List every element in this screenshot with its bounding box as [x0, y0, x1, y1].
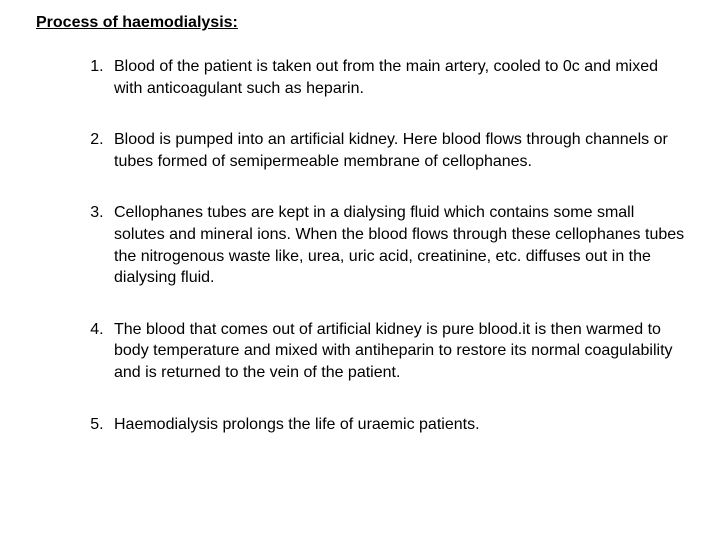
steps-list: Blood of the patient is taken out from t…	[36, 56, 685, 435]
list-item: Blood is pumped into an artificial kidne…	[108, 129, 685, 172]
list-item: Haemodialysis prolongs the life of uraem…	[108, 414, 685, 436]
document-page: Process of haemodialysis: Blood of the p…	[0, 0, 721, 449]
list-item: Blood of the patient is taken out from t…	[108, 56, 685, 99]
list-item: Cellophanes tubes are kept in a dialysin…	[108, 202, 685, 288]
list-item: The blood that comes out of artificial k…	[108, 319, 685, 384]
page-heading: Process of haemodialysis:	[36, 14, 685, 32]
